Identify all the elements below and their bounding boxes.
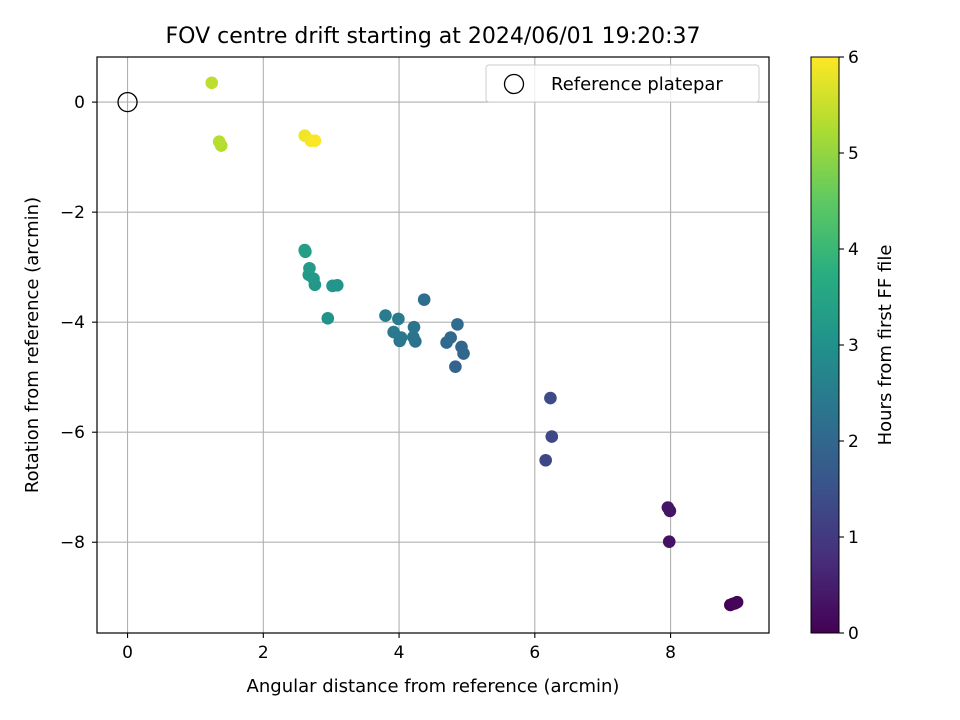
x-tick-label: 6 — [529, 643, 540, 663]
scatter-point — [321, 312, 335, 325]
x-tick-label: 4 — [394, 643, 405, 663]
colorbar-tick-label: 2 — [848, 432, 859, 452]
scatter-point — [444, 331, 457, 344]
scatter-point — [730, 595, 744, 609]
x-tick-label: 2 — [258, 643, 269, 663]
y-tick-label: −8 — [60, 533, 85, 553]
x-tick-label: 0 — [122, 643, 133, 663]
scatter-point — [379, 309, 392, 322]
scatter-point — [212, 135, 226, 149]
scatter-point — [392, 312, 405, 326]
scatter-point — [326, 279, 339, 293]
scatter-point — [407, 330, 420, 344]
scatter-point — [661, 501, 675, 514]
scatter-point — [449, 360, 462, 374]
colorbar-tick-label: 3 — [848, 336, 859, 356]
y-tick-label: −2 — [60, 203, 85, 223]
colorbar: 0 1 2 3 4 5 6 Hours from first FF file — [810, 48, 896, 644]
colorbar-label: Hours from first FF file — [875, 245, 896, 446]
scatter-point — [662, 535, 676, 548]
scatter-point — [303, 261, 316, 275]
x-tick-label: 8 — [665, 643, 676, 663]
scatter-point — [407, 320, 421, 334]
colorbar-gradient — [810, 56, 840, 634]
colorbar-tick-label: 4 — [848, 240, 859, 260]
scatter-point — [205, 76, 219, 90]
plot-frame — [96, 56, 770, 634]
scatter-point — [539, 453, 552, 467]
scatter-point — [545, 430, 559, 443]
scatter-point — [544, 391, 557, 405]
colorbar-tick-label: 0 — [848, 624, 859, 644]
colorbar-ticks: 0 1 2 3 4 5 6 — [839, 48, 859, 644]
y-tick-label: −6 — [60, 423, 85, 443]
y-axis: 0 −2 −4 −6 −8 — [60, 93, 97, 553]
legend-entry-reference-platepar: Reference platepar — [551, 74, 723, 95]
reference-platepar-marker — [117, 91, 138, 113]
y-tick-label: −4 — [60, 313, 85, 333]
data-points — [205, 76, 744, 612]
reference-marker-layer — [117, 91, 138, 113]
y-axis-label: Rotation from reference (arcmin) — [22, 197, 43, 493]
scatter-point — [298, 243, 312, 257]
x-axis: 0 2 4 6 8 — [122, 633, 676, 663]
colorbar-tick-label: 6 — [848, 48, 859, 68]
grid — [97, 57, 769, 633]
scatter-point — [308, 134, 322, 147]
legend-marker-open-circle — [503, 73, 525, 95]
x-axis-label: Angular distance from reference (arcmin) — [247, 676, 620, 697]
legend-box — [485, 64, 760, 103]
scatter-point — [387, 325, 400, 339]
colorbar-tick-label: 5 — [848, 144, 859, 164]
y-tick-label: 0 — [74, 93, 85, 113]
scatter-point — [455, 340, 468, 354]
legend: Reference platepar — [485, 64, 760, 103]
colorbar-tick-label: 1 — [848, 528, 859, 548]
scatter-point — [417, 293, 431, 306]
scatter-point — [451, 318, 464, 331]
chart-title: FOV centre drift starting at 2024/06/01 … — [166, 24, 701, 49]
